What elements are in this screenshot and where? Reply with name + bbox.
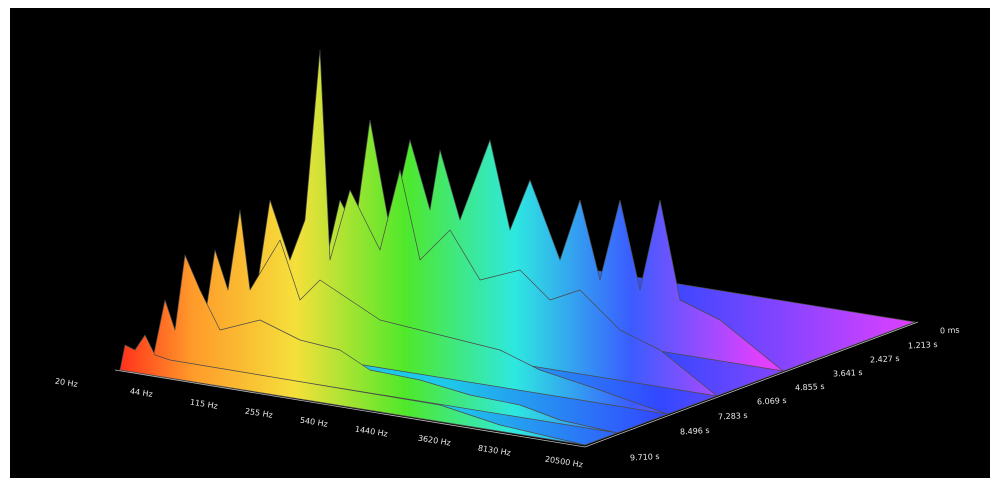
- time-tick-label: 6.069 s: [757, 396, 787, 407]
- time-tick-label: 3.641 s: [833, 368, 863, 379]
- time-tick-label: 4.855 s: [795, 382, 825, 393]
- time-tick-label: 2.427 s: [870, 354, 900, 365]
- time-tick-label: 0 ms: [940, 325, 960, 335]
- spectrogram: 20 Hz44 Hz115 Hz255 Hz540 Hz1440 Hz3620 …: [0, 0, 998, 482]
- time-tick-label: 1.213 s: [908, 340, 938, 351]
- time-tick-label: 7.283 s: [718, 411, 748, 422]
- time-tick-label: 8.496 s: [680, 426, 710, 437]
- page: 20 Hz44 Hz115 Hz255 Hz540 Hz1440 Hz3620 …: [0, 0, 998, 482]
- time-tick-label: 9.710 s: [630, 452, 660, 463]
